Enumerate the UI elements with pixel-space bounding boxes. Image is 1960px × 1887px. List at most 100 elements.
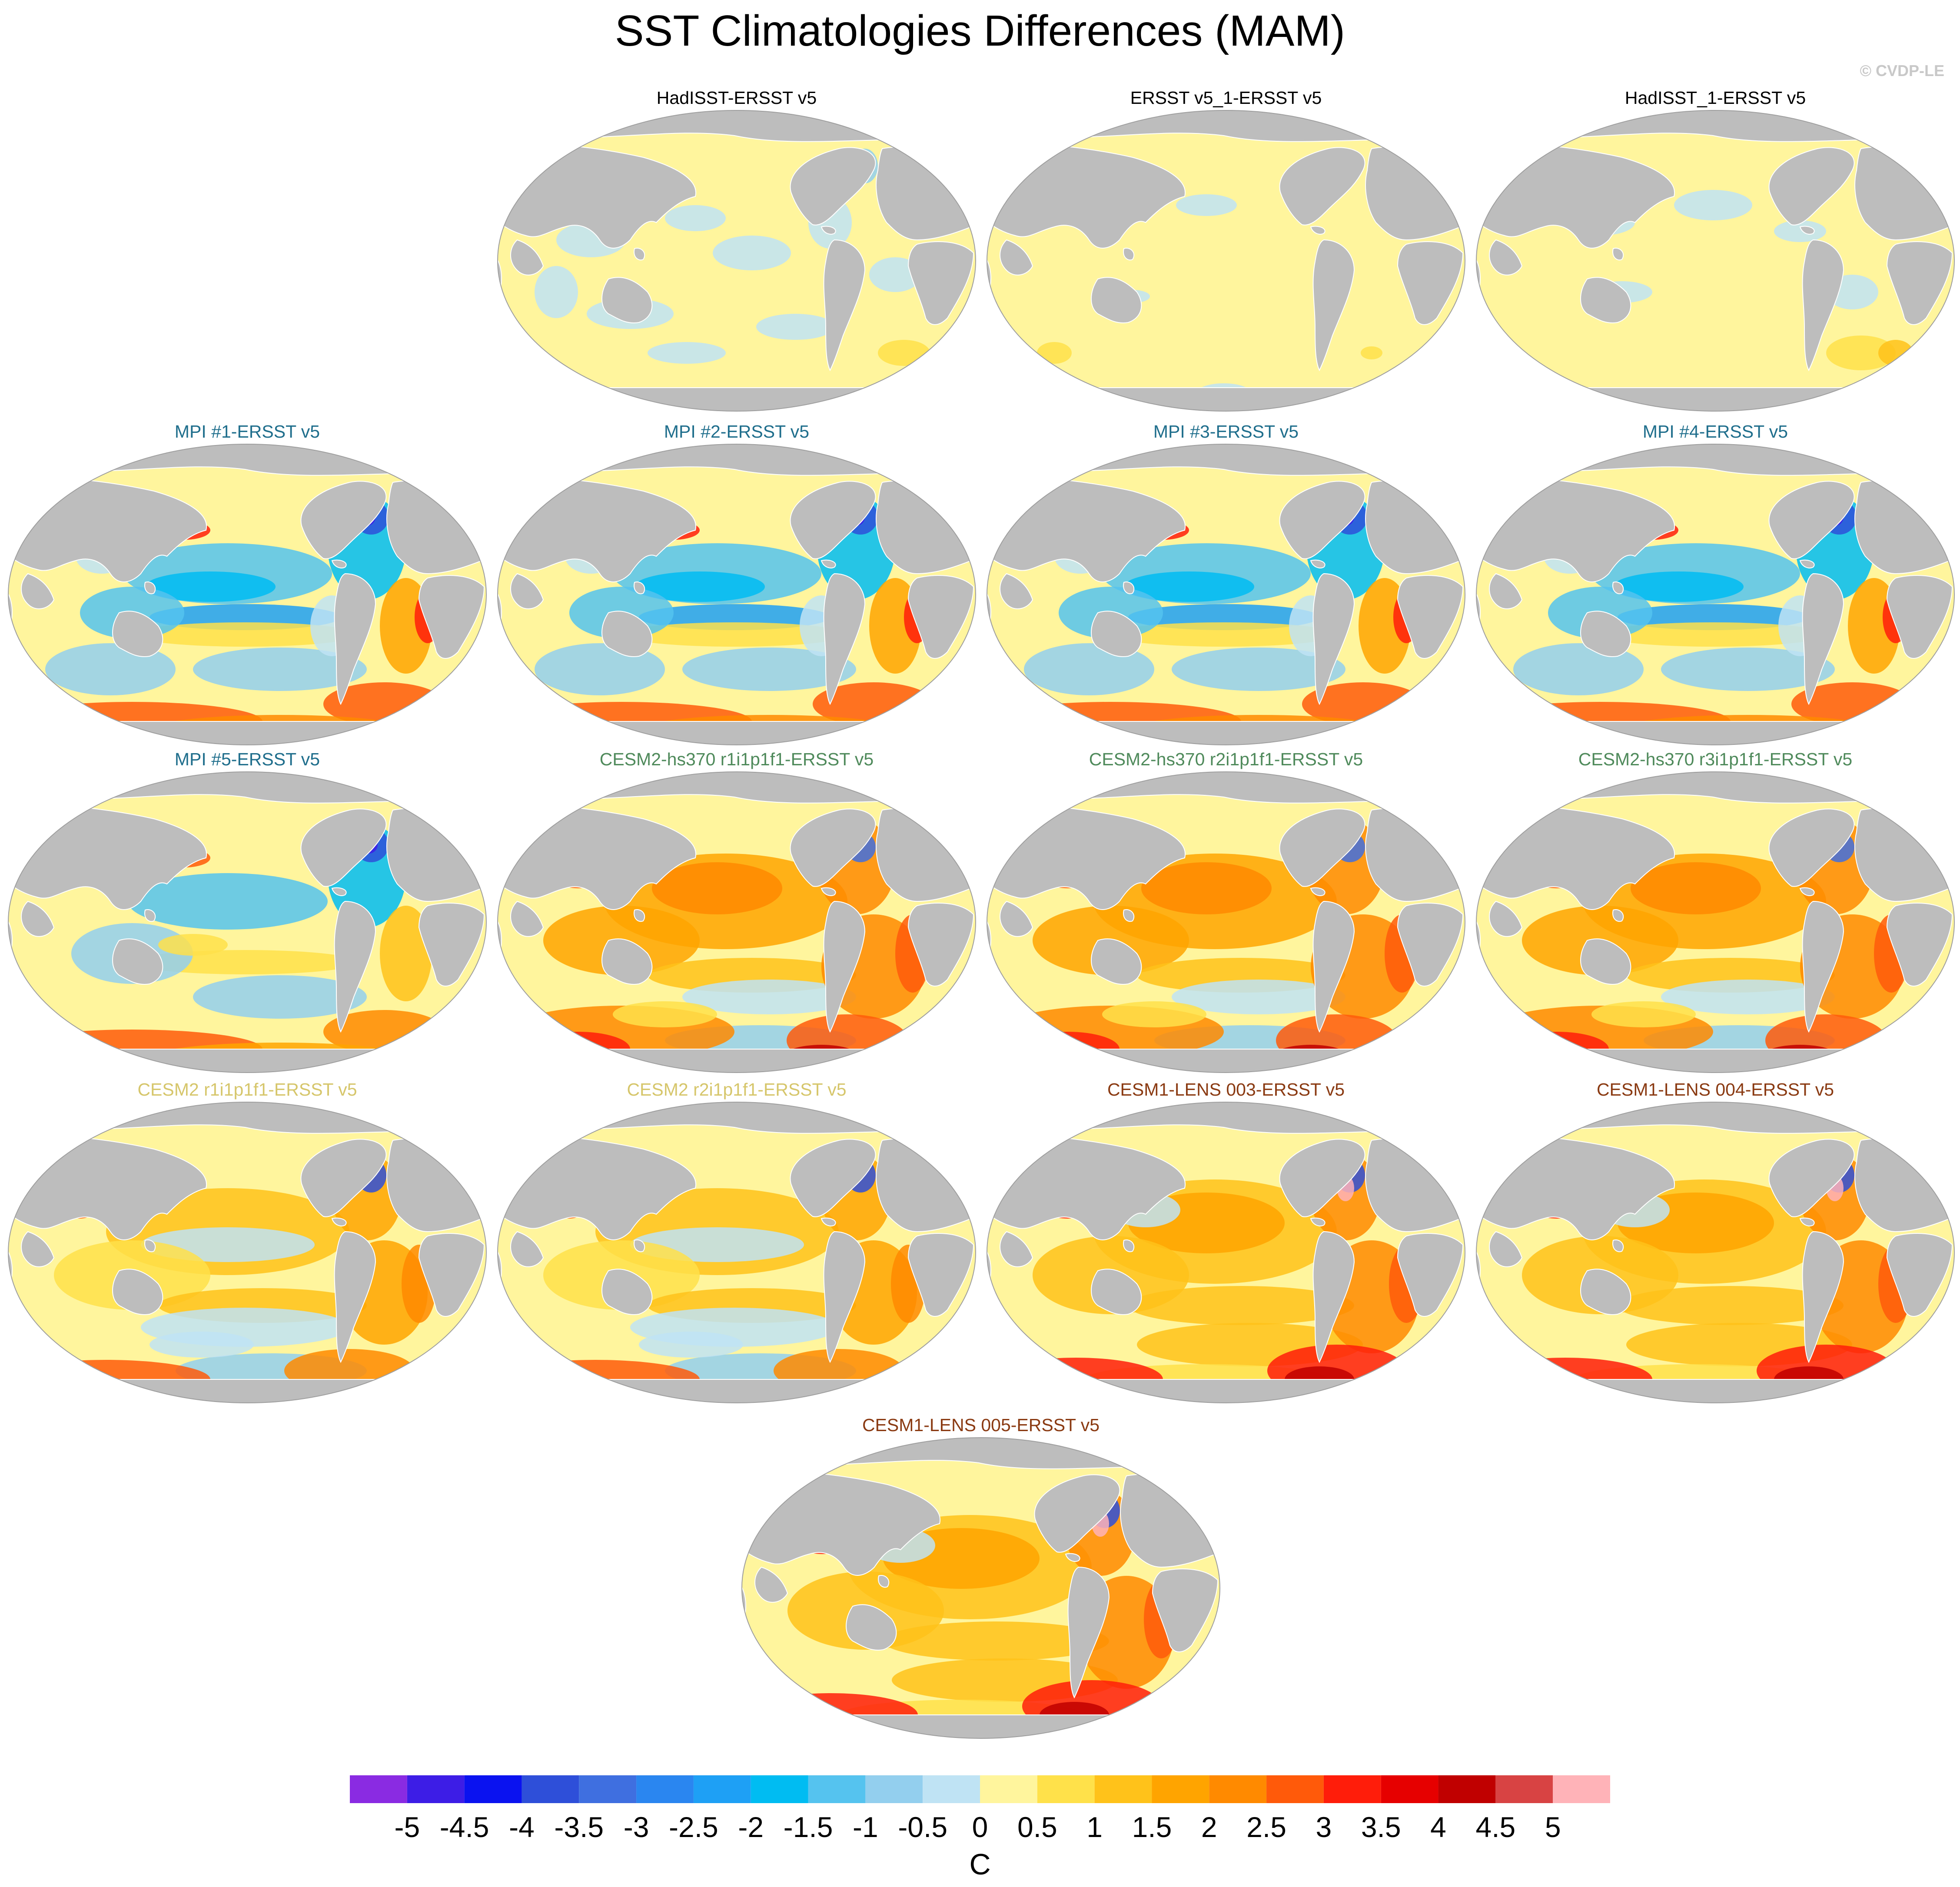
map-panel: HadISST-ERSST v5 xyxy=(491,87,982,417)
sst-anomaly-region xyxy=(1878,340,1913,366)
land-mass xyxy=(386,1138,486,1233)
sst-anomaly-region xyxy=(878,340,930,366)
sst-anomaly-region xyxy=(1600,622,1826,647)
sst-difference-map xyxy=(987,444,1465,745)
land-mass xyxy=(601,277,653,323)
land-mass xyxy=(112,1269,163,1315)
land-mass xyxy=(1489,239,1523,276)
map-panel: MPI #3-ERSST v5 xyxy=(980,421,1472,751)
sst-difference-map xyxy=(1476,110,1955,412)
land-mass xyxy=(1768,481,1855,559)
land-mass xyxy=(112,611,163,657)
land-mass xyxy=(1489,1231,1523,1267)
land-mass xyxy=(1000,1231,1033,1267)
land-mass xyxy=(1612,909,1624,922)
sst-difference-map xyxy=(1476,444,1955,745)
land-mass xyxy=(1312,900,1355,1033)
sst-anomaly-region xyxy=(193,975,367,1019)
land-mass xyxy=(386,807,486,902)
sst-difference-map xyxy=(8,444,487,745)
sst-anomaly-region xyxy=(1011,1371,1089,1397)
land-mass xyxy=(821,559,836,568)
land-mass xyxy=(1397,1233,1464,1317)
sst-anomaly-region xyxy=(145,571,276,602)
land-mass xyxy=(300,481,387,559)
land-mass xyxy=(498,721,976,745)
colorbar-swatch xyxy=(1438,1775,1496,1803)
colorbar-tick-label: -3 xyxy=(624,1811,649,1843)
land-mass xyxy=(498,1049,976,1073)
land-mass xyxy=(1802,239,1844,372)
sst-anomaly-region xyxy=(193,648,367,691)
land-mass xyxy=(823,1231,866,1363)
land-mass xyxy=(1152,1568,1219,1652)
map-panel: CESM1-LENS 003-ERSST v5 xyxy=(980,1079,1472,1409)
land-mass xyxy=(1799,226,1815,235)
land-mass xyxy=(510,573,544,609)
map-outline xyxy=(8,1102,487,1403)
land-mass xyxy=(1476,387,1954,411)
colorbar-tick-label: -3.5 xyxy=(554,1811,604,1843)
land-mass xyxy=(876,480,976,575)
land-mass xyxy=(1312,1231,1355,1363)
land-mass xyxy=(846,1604,897,1651)
land-mass xyxy=(601,611,653,657)
panel-title: CESM2 r2i1p1f1-ERSST v5 xyxy=(627,1080,847,1100)
land-mass xyxy=(1123,248,1135,261)
map-panel: CESM2-hs370 r2i1p1f1-ERSST v5 xyxy=(980,748,1472,1079)
panel-title: CESM2-hs370 r1i1p1f1-ERSST v5 xyxy=(599,749,874,769)
land-mass xyxy=(1000,900,1033,937)
land-mass xyxy=(1279,808,1365,887)
colorbar-tick-label: 0.5 xyxy=(1017,1811,1057,1843)
colorbar-swatch xyxy=(751,1775,808,1803)
land-mass xyxy=(1365,146,1465,241)
sst-difference-map xyxy=(987,1102,1465,1403)
sst-difference-map xyxy=(1476,771,1955,1073)
colorbar-swatch xyxy=(1152,1775,1209,1803)
land-mass xyxy=(1000,573,1033,609)
sst-anomaly-region xyxy=(883,1621,1109,1661)
colorbar-swatch xyxy=(1495,1775,1553,1803)
land-mass xyxy=(1065,1553,1080,1562)
land-mass xyxy=(1000,239,1033,276)
land-mass xyxy=(878,1575,890,1588)
colorbar-swatch xyxy=(579,1775,637,1803)
map-outline xyxy=(987,771,1465,1073)
sst-anomaly-region xyxy=(1661,980,1835,1014)
colorbar-tick-label: 2 xyxy=(1201,1811,1217,1843)
land-mass xyxy=(1580,277,1631,323)
land-mass xyxy=(634,248,645,261)
land-mass xyxy=(987,721,1465,745)
land-mass xyxy=(790,147,876,226)
land-mass xyxy=(331,887,347,896)
land-mass xyxy=(300,808,387,887)
sst-anomaly-region xyxy=(713,236,791,270)
land-mass xyxy=(1799,559,1815,568)
land-mass xyxy=(1768,147,1855,226)
colorbar-tick-label: 2.5 xyxy=(1246,1811,1286,1843)
sst-anomaly-region xyxy=(1124,571,1254,602)
land-mass xyxy=(907,903,974,987)
colorbar-swatch xyxy=(350,1775,407,1803)
sst-anomaly-region xyxy=(1591,1001,1696,1027)
panel-title: HadISST_1-ERSST v5 xyxy=(1624,88,1806,108)
land-mass xyxy=(1091,938,1142,985)
colorbar-tick-label: -4.5 xyxy=(440,1811,489,1843)
sst-anomaly-region xyxy=(1661,648,1835,691)
sst-anomaly-region xyxy=(1128,1286,1354,1325)
land-mass xyxy=(823,900,866,1033)
figure-title: SST Climatologies Differences (MAM) xyxy=(615,7,1345,55)
sst-anomaly-region xyxy=(613,1001,717,1027)
land-mass xyxy=(601,938,653,985)
colorbar-tick-label: 3 xyxy=(1316,1811,1332,1843)
map-outline xyxy=(8,771,487,1073)
land-mass xyxy=(1279,481,1365,559)
land-mass xyxy=(1034,1474,1120,1553)
land-mass xyxy=(1310,887,1325,896)
land-mass xyxy=(1854,146,1954,241)
land-mass xyxy=(1802,1231,1844,1363)
sst-anomaly-region xyxy=(652,862,782,914)
sst-anomaly-region xyxy=(132,622,358,647)
map-outline xyxy=(497,771,976,1073)
land-mass xyxy=(1612,248,1624,261)
